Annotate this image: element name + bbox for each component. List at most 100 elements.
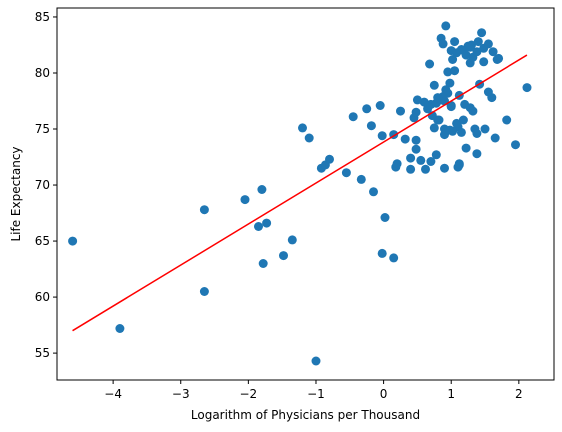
data-point <box>452 118 462 128</box>
data-point <box>441 85 451 95</box>
data-point <box>461 50 471 60</box>
data-point <box>472 129 482 138</box>
x-tick-label: −4 <box>104 387 122 401</box>
data-point <box>377 131 387 141</box>
data-point <box>366 121 376 131</box>
data-point <box>461 143 471 153</box>
data-point <box>443 67 453 77</box>
data-point <box>254 222 263 231</box>
data-point <box>441 21 451 31</box>
data-point <box>325 154 334 164</box>
data-point <box>468 106 478 116</box>
data-point <box>412 95 422 105</box>
data-point <box>438 39 448 49</box>
data-point <box>429 123 439 133</box>
regression-line <box>72 54 528 332</box>
data-point <box>465 42 475 52</box>
data-point <box>279 251 288 261</box>
x-tick-label: 1 <box>447 387 455 401</box>
data-point <box>406 153 416 163</box>
data-point <box>490 133 500 143</box>
data-point <box>380 213 390 222</box>
data-point <box>479 43 489 53</box>
data-point <box>434 115 444 125</box>
y-tick-label: 70 <box>35 178 50 192</box>
data-point <box>258 259 268 268</box>
data-point <box>240 195 250 205</box>
data-point <box>426 157 436 166</box>
data-point <box>454 159 464 169</box>
data-point <box>458 115 468 125</box>
y-tick-label: 80 <box>35 66 50 80</box>
data-point <box>257 185 267 194</box>
data-point <box>287 235 297 245</box>
y-tick-label: 60 <box>35 290 50 304</box>
x-tick-label: 0 <box>380 387 388 401</box>
x-axis-label: Logarithm of Physicians per Thousand <box>191 408 420 422</box>
x-axis: −4 −3 −2 −1 0 1 2 <box>104 380 523 401</box>
data-point <box>425 59 435 69</box>
data-point <box>448 55 458 64</box>
data-point <box>429 80 439 90</box>
data-point <box>483 87 493 97</box>
fit-line-segment <box>72 54 528 332</box>
y-tick-label: 75 <box>35 122 50 136</box>
data-point <box>377 248 387 258</box>
x-tick-label: −2 <box>240 387 258 401</box>
x-tick-label: −1 <box>307 387 325 401</box>
y-tick-label: 85 <box>35 10 50 24</box>
data-point <box>406 164 416 174</box>
data-point <box>411 107 421 117</box>
data-point <box>356 174 366 184</box>
data-point <box>389 253 399 263</box>
data-point <box>115 324 125 333</box>
data-point <box>400 134 410 144</box>
plot-frame <box>56 7 555 381</box>
data-points <box>68 21 532 366</box>
data-point <box>375 101 385 110</box>
data-point <box>450 66 460 76</box>
data-point <box>262 218 272 228</box>
data-point <box>522 83 532 93</box>
data-point <box>431 150 441 160</box>
data-point <box>433 93 443 103</box>
x-tick-label: 2 <box>515 387 523 401</box>
data-point <box>502 115 512 125</box>
data-point <box>511 140 520 150</box>
data-point <box>452 48 462 58</box>
data-point <box>480 124 490 134</box>
data-point <box>68 236 78 246</box>
data-point <box>199 287 209 296</box>
data-point <box>472 149 482 159</box>
data-point <box>492 55 502 64</box>
data-point <box>311 356 321 366</box>
y-axis-label: Life Expectancy <box>9 146 23 241</box>
data-point <box>362 104 372 114</box>
data-point <box>298 123 307 133</box>
data-point <box>369 187 378 197</box>
data-point <box>472 47 482 57</box>
data-point <box>396 106 405 116</box>
data-point <box>448 126 458 136</box>
data-point <box>348 112 358 122</box>
data-point <box>341 168 351 178</box>
data-point <box>304 133 314 143</box>
data-point <box>479 57 489 67</box>
y-tick-label: 65 <box>35 234 50 248</box>
data-point <box>445 78 455 88</box>
data-point <box>473 37 483 47</box>
data-point <box>416 155 426 165</box>
data-point <box>477 28 487 38</box>
data-point <box>411 144 421 154</box>
data-point <box>411 135 421 145</box>
data-point <box>419 97 429 107</box>
y-tick-label: 55 <box>35 346 50 360</box>
x-tick-label: −3 <box>172 387 190 401</box>
data-point <box>392 159 402 169</box>
data-point <box>488 47 498 57</box>
data-point <box>199 205 209 215</box>
data-point <box>450 37 460 47</box>
data-point <box>421 164 430 174</box>
y-axis: 55 60 65 70 75 80 85 <box>35 10 57 360</box>
data-point <box>446 102 456 112</box>
